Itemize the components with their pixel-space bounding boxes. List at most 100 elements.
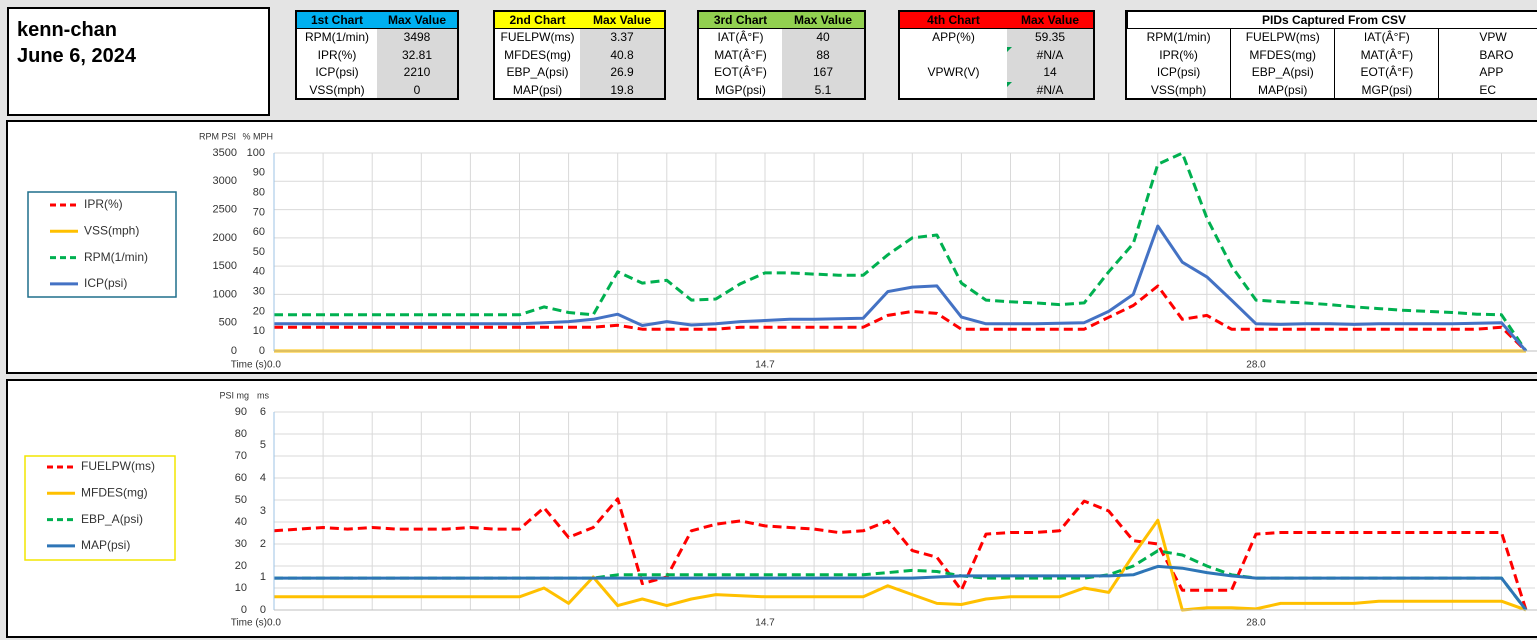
series-line bbox=[274, 518, 1527, 612]
table-row: APP(%) 59.35 bbox=[900, 28, 1093, 47]
x-axis-title: Time (s) bbox=[231, 618, 267, 629]
pid-name: RPM(1/min) bbox=[1146, 30, 1211, 44]
table-row: MAT(Â°F) 88 bbox=[699, 46, 864, 64]
header-cell: Max Value bbox=[1020, 13, 1080, 27]
author-name: kenn-chan bbox=[17, 19, 118, 41]
header-cell: 1st Chart bbox=[310, 13, 363, 27]
x-tick-label: 28.0 bbox=[1246, 618, 1266, 629]
table-header: 3rd Chart Max Value bbox=[699, 12, 864, 28]
row-label: MFDES(mg) bbox=[504, 47, 571, 62]
y-tick-label: 90 bbox=[235, 406, 247, 418]
legend-label: RPM(1/min) bbox=[84, 250, 148, 264]
x-axis-title: Time (s) bbox=[231, 360, 267, 371]
max-value: #N/A bbox=[1007, 81, 1093, 98]
y2-tick-label: 2 bbox=[260, 538, 266, 550]
header-cell: 4th Chart bbox=[927, 13, 980, 27]
y-tick-label: 3000 bbox=[213, 175, 237, 187]
pid-name: ICP(psi) bbox=[1156, 65, 1201, 79]
max-value: 3498 bbox=[377, 29, 457, 47]
table-row: EBP_A(psi) 26.9 bbox=[495, 64, 664, 82]
table-row: MGP(psi) 5.1 bbox=[699, 81, 864, 98]
table-row: RPM(1/min) 3498 bbox=[297, 28, 457, 47]
legend-box bbox=[27, 191, 177, 298]
row-label: FUELPW(ms) bbox=[500, 30, 575, 44]
table-row: EOT(Â°F) 167 bbox=[699, 64, 864, 82]
y-tick-label: 50 bbox=[235, 494, 247, 506]
y-tick-label: 2000 bbox=[213, 232, 237, 244]
y2-tick-label: 0 bbox=[260, 604, 266, 616]
table-row: ICP(psi) EBP_A(psi) EOT(Â°F) APP bbox=[1127, 64, 1537, 82]
y2-tick-label: 1 bbox=[260, 571, 266, 583]
y-tick-label: 10 bbox=[235, 582, 247, 594]
pid-name: MGP(psi) bbox=[1334, 81, 1438, 99]
table-row: VSS(mph) 0 bbox=[297, 81, 457, 98]
table-row: IPR(%) 32.81 bbox=[297, 46, 457, 64]
x-tick-label: 0.0 bbox=[267, 618, 281, 629]
y-tick-label: 40 bbox=[235, 516, 247, 528]
table-header: 2nd Chart Max Value bbox=[495, 12, 664, 28]
row-label: APP(%) bbox=[932, 30, 975, 44]
title-box: kenn-chan June 6, 2024 bbox=[7, 7, 270, 116]
max-value: 40.8 bbox=[580, 46, 664, 64]
table-row: ICP(psi) 2210 bbox=[297, 64, 457, 82]
y-tick-label: 2500 bbox=[213, 203, 237, 215]
table-row: #N/A bbox=[900, 46, 1093, 65]
table-header: 4th Chart Max Value bbox=[900, 12, 1093, 28]
row-label: MGP(psi) bbox=[715, 82, 766, 97]
pid-table: PIDs Captured From CSV RPM(1/min) FUELPW(m… bbox=[1125, 10, 1537, 100]
table-row: FUELPW(ms) 3.37 bbox=[495, 28, 664, 47]
max-value: 5.1 bbox=[782, 81, 864, 98]
y2-tick-label: 100 bbox=[247, 147, 265, 159]
y2-tick-label: 90 bbox=[253, 167, 265, 179]
row-label bbox=[900, 82, 1007, 99]
header-cell: 2nd Chart bbox=[509, 13, 566, 27]
row-label bbox=[900, 47, 1007, 65]
max-value: 167 bbox=[782, 64, 864, 82]
max-value: 32.81 bbox=[377, 46, 457, 64]
y2-tick-label: 60 bbox=[253, 226, 265, 238]
legend-label: ICP(psi) bbox=[84, 276, 127, 290]
series-line bbox=[274, 564, 1528, 611]
series-line bbox=[274, 284, 1528, 353]
error-indicator bbox=[1007, 81, 1012, 87]
y2-tick-label: 50 bbox=[253, 246, 265, 258]
header-cell: Max Value bbox=[592, 13, 652, 27]
max-value: 59.35 bbox=[1007, 29, 1093, 47]
header-cell: Max Value bbox=[387, 13, 447, 27]
pid-name: EC bbox=[1438, 81, 1537, 99]
y-tick-label: 80 bbox=[235, 428, 247, 440]
y-tick-label: 1000 bbox=[213, 288, 237, 300]
y-axis-title: PSI mg bbox=[219, 390, 249, 400]
pid-name: IPR(%) bbox=[1159, 47, 1198, 62]
y2-tick-label: 10 bbox=[253, 325, 265, 337]
pid-name: APP bbox=[1438, 64, 1537, 82]
series-line bbox=[274, 224, 1528, 352]
y-axis-title: RPM PSI bbox=[199, 131, 236, 141]
max-value: 14 bbox=[1007, 64, 1093, 82]
pid-name: EBP_A(psi) bbox=[1230, 64, 1334, 82]
pid-name: EOT(Â°F) bbox=[1334, 64, 1438, 82]
y-tick-label: 60 bbox=[235, 472, 247, 484]
y-tick-label: 0 bbox=[241, 604, 247, 616]
row-label: ICP(psi) bbox=[315, 65, 359, 79]
row-label: MAT(Â°F) bbox=[714, 47, 767, 62]
table-header: PIDs Captured From CSV bbox=[1127, 12, 1537, 29]
max-value: 3.37 bbox=[580, 29, 664, 47]
table-row: RPM(1/min) FUELPW(ms) IAT(Â°F) VPW bbox=[1127, 29, 1537, 47]
row-label: RPM(1/min) bbox=[304, 30, 369, 44]
chart-panel bbox=[6, 379, 1537, 638]
summary-table: 3rd Chart Max Value IAT(Â°F) 40 MAT(Â°F) 88 EO… bbox=[697, 10, 866, 100]
y-tick-label: 1500 bbox=[213, 260, 237, 272]
row-label: VPWR(V) bbox=[927, 65, 980, 79]
y-tick-label: 70 bbox=[235, 450, 247, 462]
max-value: 19.8 bbox=[580, 81, 664, 98]
legend-label: MFDES(mg) bbox=[81, 485, 148, 499]
table-row: VPWR(V) 14 bbox=[900, 64, 1093, 82]
series-line bbox=[274, 151, 1528, 352]
y2-tick-label: 80 bbox=[253, 187, 265, 199]
legend-label: MAP(psi) bbox=[81, 538, 130, 552]
y2-tick-label: 40 bbox=[253, 266, 265, 278]
header-cell: PIDs Captured From CSV bbox=[1127, 12, 1537, 28]
table-row: VSS(mph) MAP(psi) MGP(psi) EC bbox=[1127, 81, 1537, 99]
